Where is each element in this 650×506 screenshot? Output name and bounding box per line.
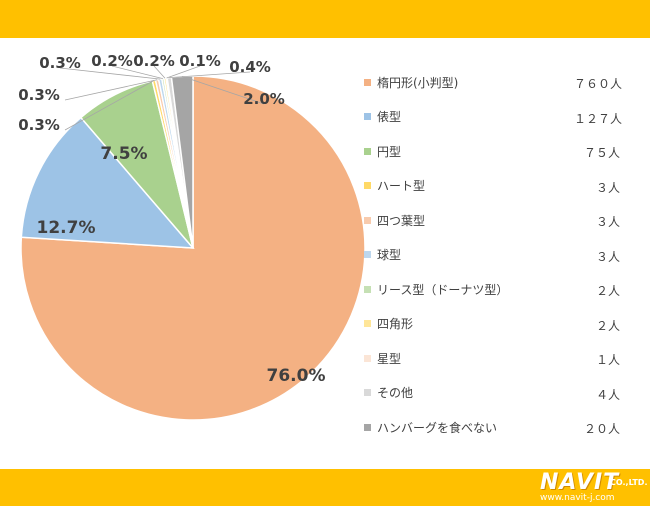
- footer-band: [0, 469, 650, 506]
- legend-swatch: [364, 354, 371, 362]
- legend-swatch: [364, 320, 371, 327]
- legend-swatch: [364, 113, 371, 120]
- legend-item: リース型（ドーナツ型）: [364, 281, 508, 297]
- legend-label: 四つ葉型: [377, 213, 426, 228]
- legend-item: 星型: [364, 350, 401, 366]
- legend-count: ４人: [595, 387, 620, 402]
- legend-label: その他: [377, 386, 414, 400]
- legend-label: 楕円形(小判型): [377, 75, 459, 90]
- brand-url: www.navit-j.com: [540, 493, 615, 503]
- data-label: 0.2%: [91, 52, 133, 70]
- legend-item: ハンバーグを食べない: [364, 419, 497, 435]
- legend-label: ハート型: [377, 179, 426, 193]
- legend-count: １２７人: [574, 111, 623, 126]
- legend-label: ハンバーグを食べない: [377, 420, 498, 435]
- legend-item: 四つ葉型: [364, 212, 425, 228]
- legend-label: 俵型: [377, 110, 402, 124]
- leader-line: [64, 80, 155, 131]
- data-label: 0.2%: [133, 52, 175, 70]
- legend-swatch: [364, 216, 371, 224]
- data-label: 2.0%: [243, 90, 285, 108]
- legend-label: 星型: [377, 351, 402, 366]
- data-label: 7.5%: [100, 144, 147, 164]
- legend-count: ２人: [595, 284, 620, 298]
- legend-count: ２人: [595, 318, 620, 333]
- legend-count: １人: [595, 353, 620, 367]
- legend-count: ２０人: [583, 422, 620, 436]
- leader-line: [153, 65, 166, 79]
- legend-count: ３人: [595, 215, 620, 229]
- data-label: 0.3%: [18, 86, 60, 104]
- legend-item: 俵型: [364, 109, 401, 125]
- legend-swatch: [364, 285, 371, 293]
- legend-swatch: [364, 423, 371, 431]
- leader-line: [166, 65, 201, 79]
- legend-item: ハート型: [364, 178, 425, 194]
- data-labels: 76.0%12.7%7.5%0.3%0.3%0.3% 0.2% 0.2% 0.1% 0.…: [18, 52, 325, 386]
- legend-count: ３人: [595, 249, 620, 264]
- data-label: 76.0%: [267, 366, 326, 386]
- leader-line: [64, 79, 158, 101]
- legend-swatch: [364, 182, 371, 189]
- legend-count: ７６０人: [574, 77, 623, 91]
- brand-company-suffix: CO.,LTD.: [610, 478, 648, 487]
- legend-item: 楕円形(小判型): [364, 74, 458, 90]
- legend-label: リース型（ドーナツ型）: [377, 282, 509, 297]
- legend-count: ３人: [595, 180, 620, 195]
- data-label: 0.4%: [229, 58, 271, 76]
- data-label: 0.1%: [179, 52, 221, 70]
- brand-logo-text: NAVIT: [540, 470, 620, 495]
- brand-logo: NAVIT CO.,LTD. www.navit-j.com: [540, 470, 648, 504]
- pie-slice: [20, 116, 195, 249]
- leader-lines: [59, 65, 265, 131]
- legend-swatch: [364, 389, 371, 396]
- legend-count: ７５人: [583, 146, 620, 160]
- legend-label: 四角形: [377, 317, 414, 331]
- legend-item: 球型: [364, 247, 401, 263]
- pie-chart: 76.0%12.7%7.5%0.3%0.3%0.3% 0.2% 0.2% 0.1% 0.…: [18, 52, 366, 421]
- leader-line: [111, 65, 163, 80]
- legend-label: 円型: [377, 144, 402, 159]
- header-band: [0, 0, 650, 38]
- data-label: 0.3%: [39, 54, 81, 72]
- legend-label: 球型: [377, 248, 402, 262]
- leader-line: [59, 67, 161, 80]
- legend-swatch: [364, 147, 371, 155]
- legend-item: その他: [364, 385, 413, 401]
- data-label: 12.7%: [37, 218, 96, 238]
- legend-swatch: [364, 251, 371, 258]
- legend-item: 円型: [364, 143, 401, 159]
- legend-item: 四角形: [364, 316, 413, 332]
- data-label: 0.3%: [18, 116, 60, 134]
- legend-swatch: [364, 78, 371, 86]
- leader-line: [182, 75, 265, 105]
